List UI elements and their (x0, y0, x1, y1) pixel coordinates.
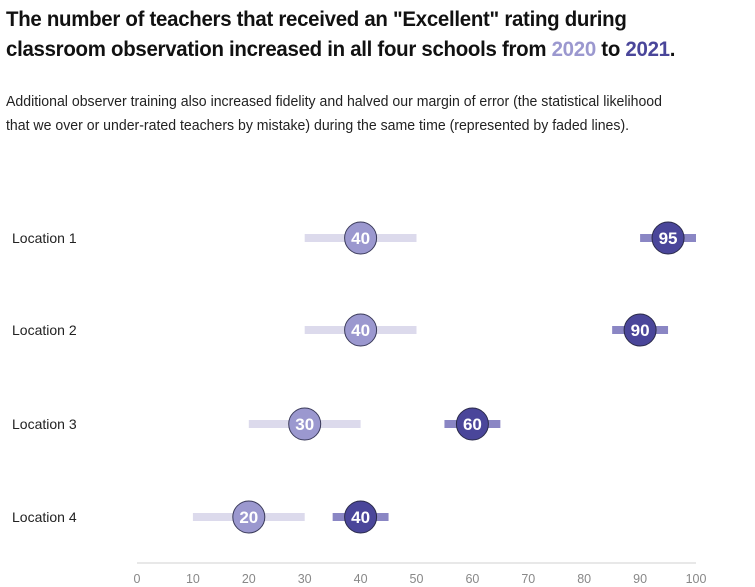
dot-2021 (455, 407, 489, 441)
dot-label-2020: 40 (351, 229, 370, 248)
x-tick-label: 100 (686, 572, 707, 586)
x-tick-label: 30 (298, 572, 312, 586)
title-line-2-prefix: classroom observation increased in all f… (6, 37, 552, 61)
title-year-2021: 2021 (625, 37, 670, 61)
x-tick-label: 20 (242, 572, 256, 586)
x-tick-label: 70 (521, 572, 535, 586)
title-line-1: The number of teachers that received an … (6, 7, 627, 31)
dot-label-2020: 40 (351, 321, 370, 340)
subtitle-line-1: Additional observer training also increa… (6, 93, 663, 110)
location-label: Location 2 (12, 322, 77, 338)
dot-label-2020: 30 (295, 415, 314, 434)
location-label: Location 3 (12, 416, 77, 432)
x-tick-label: 0 (134, 572, 141, 586)
dot-2021 (623, 313, 657, 347)
x-tick-label: 80 (577, 572, 591, 586)
x-tick-label: 50 (410, 572, 424, 586)
dot-2021 (651, 221, 685, 255)
dot-label-2021: 40 (351, 508, 370, 527)
title-year-2020: 2020 (551, 37, 597, 61)
x-tick-label: 60 (465, 572, 479, 586)
dot-2020 (232, 500, 266, 534)
x-tick-label: 90 (633, 572, 647, 586)
dot-2020 (344, 221, 378, 255)
x-tick-label: 10 (186, 572, 200, 586)
location-label: Location 4 (12, 509, 77, 525)
x-tick-label: 40 (354, 572, 368, 586)
dot-label-2021: 95 (659, 229, 678, 248)
location-label: Location 1 (12, 230, 77, 246)
chart-subtitle: Additional observer training also increa… (6, 90, 720, 138)
title-connector: to (595, 37, 626, 61)
title-end: . (669, 37, 676, 61)
dot-label-2020: 20 (239, 508, 258, 527)
dot-label-2021: 60 (463, 415, 482, 434)
dot-2020 (288, 407, 322, 441)
dot-2021 (344, 500, 378, 534)
chart-title: The number of teachers that received an … (6, 4, 717, 64)
dot-label-2021: 90 (631, 321, 650, 340)
dot-2020 (344, 313, 378, 347)
subtitle-line-2: that we over or under-rated teachers by … (6, 117, 630, 134)
